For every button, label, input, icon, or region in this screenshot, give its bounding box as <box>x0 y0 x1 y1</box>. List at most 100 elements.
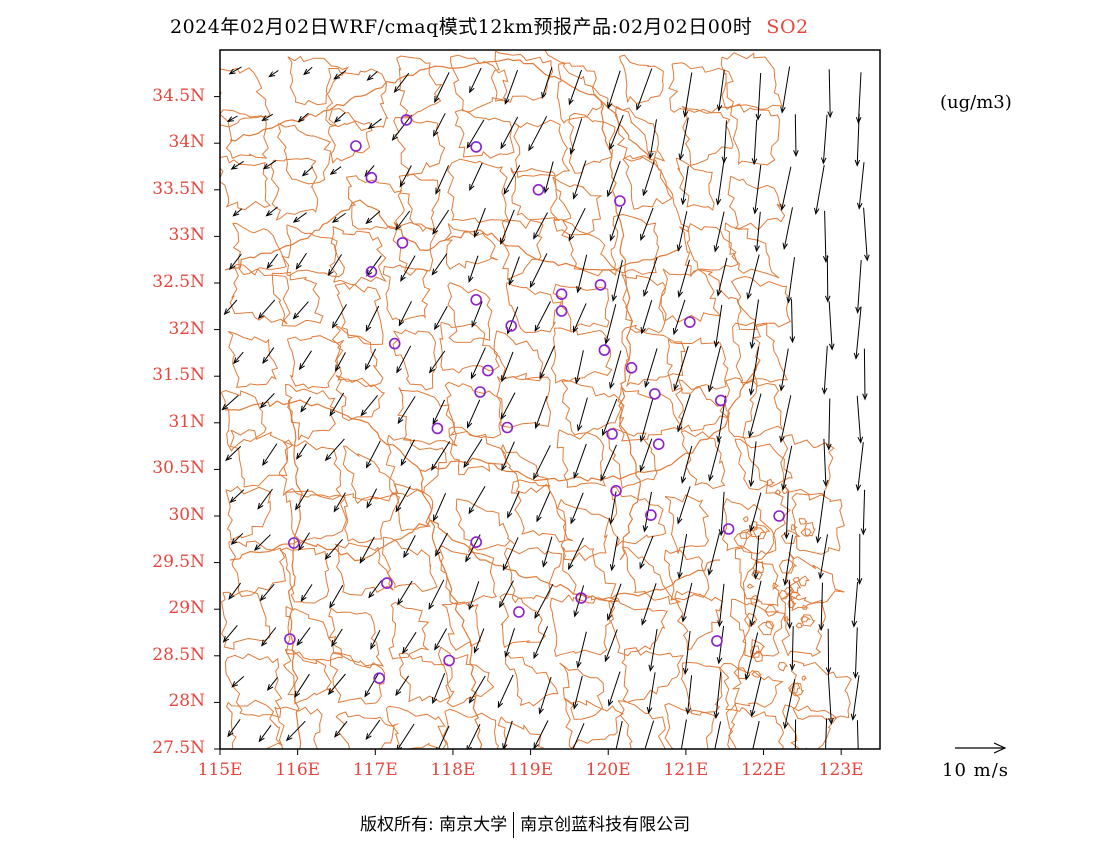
county-boundary <box>500 219 544 281</box>
station-marker <box>365 171 378 184</box>
wind-arrow <box>231 676 245 688</box>
wind-arrow <box>853 306 862 360</box>
county-boundary <box>285 383 336 441</box>
copyright-org-chuanglan: 南京创蓝科技有限公司 <box>520 815 691 835</box>
station-marker <box>714 394 727 407</box>
island <box>777 661 789 672</box>
wind-arrow <box>639 438 653 473</box>
station-marker <box>555 288 568 301</box>
wind-arrow <box>508 256 520 286</box>
county-boundary <box>610 213 660 275</box>
wind-arrow <box>396 345 412 374</box>
wind-arrow <box>333 70 347 80</box>
station-marker <box>652 438 665 451</box>
island <box>790 591 802 601</box>
county-boundary <box>325 68 389 132</box>
wind-arrow <box>396 723 415 749</box>
wind-arrow <box>434 628 448 651</box>
wind-arrow <box>334 720 348 738</box>
county-boundary <box>220 109 269 159</box>
island <box>800 616 812 623</box>
station-marker <box>470 141 483 153</box>
county-boundary <box>505 282 563 334</box>
station-marker <box>381 577 393 589</box>
wind-arrow <box>609 350 622 390</box>
lon-tick-label: 120E <box>585 760 631 780</box>
wind-arrow <box>750 676 762 718</box>
province-boundary <box>419 469 483 749</box>
wind-arrow <box>576 397 588 432</box>
wind-arrow <box>230 160 244 170</box>
island <box>784 586 795 596</box>
reference-vector-arrow <box>955 742 1007 754</box>
wind-arrow <box>789 299 796 344</box>
wind-arrow <box>543 161 554 194</box>
island <box>800 528 812 537</box>
station-marker <box>594 279 607 291</box>
wind-arrow <box>538 676 552 715</box>
wind-arrow <box>573 443 587 480</box>
wind-arrow <box>364 672 380 698</box>
wind-arrow <box>789 626 796 671</box>
wind-arrow <box>400 439 415 467</box>
wind-arrow <box>262 443 278 466</box>
wind-arrow <box>678 117 689 161</box>
county-boundary <box>496 375 552 428</box>
wind-arrow <box>500 392 516 420</box>
wind-arrow <box>572 675 583 710</box>
county-boundary <box>281 224 345 278</box>
wind-arrow <box>368 580 383 599</box>
copyright-prefix: 版权所有: <box>360 815 434 835</box>
island <box>751 638 766 655</box>
wind-arrow <box>533 445 551 480</box>
species-label: SO2 <box>766 16 809 38</box>
wind-arrow <box>433 492 447 522</box>
wind-arrow <box>609 206 623 242</box>
station-marker <box>606 428 618 440</box>
wind-arrow <box>431 441 451 471</box>
wind-arrow <box>433 113 446 138</box>
county-boundary <box>510 167 572 221</box>
wind-arrow <box>221 395 239 411</box>
station-marker <box>287 537 300 549</box>
wind-arrow <box>229 253 242 271</box>
wind-arrow <box>609 536 619 572</box>
wind-arrow <box>470 347 486 380</box>
wind-arrow <box>395 486 411 513</box>
wind-arrow <box>609 114 624 151</box>
island <box>787 599 797 608</box>
wind-arrow <box>721 120 728 164</box>
county-boundary <box>556 62 603 124</box>
wind-arrow <box>395 210 411 231</box>
county-boundary <box>334 282 384 346</box>
copyright-org-nju: 南京大学 <box>439 815 508 835</box>
wind-arrow <box>471 301 483 328</box>
county-boundary <box>725 707 785 749</box>
county-boundary <box>664 702 716 749</box>
wind-arrow <box>677 533 688 580</box>
county-boundary <box>398 652 453 703</box>
wind-arrow <box>303 66 313 76</box>
station-marker <box>575 592 587 604</box>
province-boundary <box>229 58 651 161</box>
county-boundary <box>621 273 667 334</box>
county-boundary <box>493 330 544 382</box>
wind-arrow <box>435 165 450 195</box>
station-marker <box>501 421 514 434</box>
island <box>772 582 780 590</box>
island <box>752 650 763 663</box>
county-boundary <box>335 711 399 749</box>
wind-arrow <box>856 395 864 444</box>
county-boundary <box>609 486 667 547</box>
county-boundary <box>675 157 715 211</box>
wind-arrow <box>468 255 479 283</box>
wind-arrow <box>644 348 658 388</box>
county-boundary <box>220 155 271 211</box>
wind-arrow <box>261 627 277 647</box>
wind-arrow <box>786 580 793 630</box>
wind-arrow <box>568 537 584 571</box>
county-boundary <box>447 282 493 343</box>
wind-arrow <box>749 580 762 628</box>
province-boundary <box>224 199 681 271</box>
county-boundary <box>619 54 664 105</box>
